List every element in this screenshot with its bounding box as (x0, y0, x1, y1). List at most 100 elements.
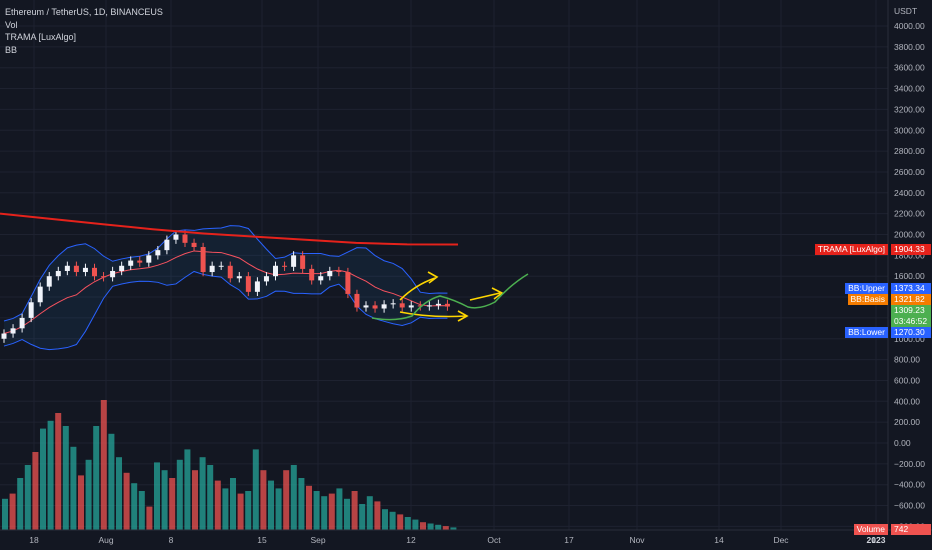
candle-body (345, 272, 351, 294)
volume-bar (207, 465, 214, 530)
time-tick-label: 8 (169, 535, 174, 545)
candle-body (399, 303, 405, 308)
countdown-timer: 03:46:52 (891, 316, 931, 327)
price-tick-label: 2000.00 (894, 230, 925, 240)
volume-bar (442, 526, 449, 530)
volume-bar (290, 465, 297, 530)
volume-bar (192, 470, 198, 530)
candle-body (10, 328, 16, 334)
candle-body (435, 303, 441, 306)
candle-body (372, 305, 378, 309)
legend-vol[interactable]: Vol (5, 19, 18, 30)
volume-bar (100, 400, 107, 530)
symbol-title[interactable]: Ethereum / TetherUS, 1D, BINANCEUS (5, 7, 163, 17)
volume-bar (93, 426, 100, 530)
price-tick-label: 1800.00 (894, 250, 925, 260)
volume-bar (344, 498, 350, 530)
volume-bar (283, 470, 290, 530)
candle-body (363, 305, 369, 308)
volume-bar (123, 472, 130, 530)
volume-bar (268, 480, 274, 530)
candle-body (417, 305, 423, 307)
volume-bar (321, 496, 328, 530)
candle-body (444, 303, 450, 307)
volume-bar (397, 514, 404, 530)
chart-legend: Ethereum / TetherUS, 1D, BINANCEUS Vol T… (5, 6, 163, 56)
volume-bar (154, 462, 160, 530)
volume-bar (435, 524, 442, 530)
volume-bar (214, 480, 221, 530)
candle-body (19, 317, 25, 329)
user-drawings (371, 271, 529, 322)
price-tick-label: 3800.00 (894, 42, 925, 52)
price-tick-label: 1000.00 (894, 334, 925, 344)
volume-bar (9, 493, 16, 530)
bb-upper-line (3, 225, 448, 322)
candle-body (64, 265, 70, 271)
overlay-lines (0, 212, 459, 246)
arrow-mid-line (469, 292, 501, 301)
volume-bar (78, 475, 84, 530)
volume-bar (412, 519, 419, 530)
candles (1, 230, 450, 343)
volume-bar (366, 496, 373, 530)
candle-body (28, 302, 34, 318)
currency-label: USDT (894, 6, 918, 16)
legend-trama[interactable]: TRAMA [LuxAlgo] (5, 32, 77, 42)
volume-bar (382, 509, 388, 530)
price-tag-value: 1373.34 (891, 283, 931, 294)
grid (0, 0, 888, 530)
volume-bar (275, 488, 282, 530)
volume-bar (389, 511, 396, 530)
price-tick-label: 2400.00 (894, 188, 925, 198)
volume-bar (2, 498, 8, 530)
volume-bar (199, 457, 206, 530)
legend-bb[interactable]: BB (5, 44, 18, 55)
volume-bar (131, 483, 138, 530)
volume-bar (351, 491, 358, 530)
candle-body (390, 303, 396, 305)
candle-body (182, 234, 188, 243)
price-tag-value: 1321.82 (891, 294, 931, 305)
volume-bar (47, 420, 54, 530)
candle-body (426, 305, 432, 307)
price-tick-label: 2200.00 (894, 209, 925, 219)
price-tag: BB:Lower (845, 327, 888, 338)
volume-bar (336, 488, 343, 530)
trama-line (0, 212, 459, 246)
volume-bar (32, 452, 39, 530)
volume-bar (298, 478, 305, 530)
volume-bar (230, 478, 236, 530)
candle-body (101, 276, 107, 278)
time-tick-label: 14 (714, 535, 724, 545)
arrow-up-line (399, 277, 436, 301)
price-tick-label: −200.00 (894, 459, 925, 469)
price-tick-label: 600.00 (894, 375, 920, 385)
candle-body (128, 260, 134, 266)
candle-body (282, 265, 288, 267)
volume-bar (138, 491, 145, 530)
candle-body (37, 286, 43, 303)
volume-bars (2, 400, 457, 530)
volume-bar (146, 506, 153, 530)
time-tick-label: 12 (406, 535, 416, 545)
price-tick-label: 0.00 (894, 438, 911, 448)
time-tick-label: Nov (629, 535, 645, 545)
candle-body (146, 255, 152, 263)
candle-body (119, 265, 125, 271)
price-tick-label: 3400.00 (894, 84, 925, 94)
bb-basis-line (3, 250, 448, 335)
volume-bar (70, 446, 77, 530)
candle-body (218, 265, 224, 267)
time-tick-label: Oct (487, 535, 501, 545)
price-tick-label: 3000.00 (894, 125, 925, 135)
candle-body (273, 265, 278, 277)
candle-body (173, 234, 179, 240)
candle-body (46, 276, 52, 287)
arrow-up-head (427, 271, 439, 284)
candle-body (164, 239, 170, 251)
candle-body (300, 255, 306, 269)
time-tick-label: 18 (29, 535, 39, 545)
